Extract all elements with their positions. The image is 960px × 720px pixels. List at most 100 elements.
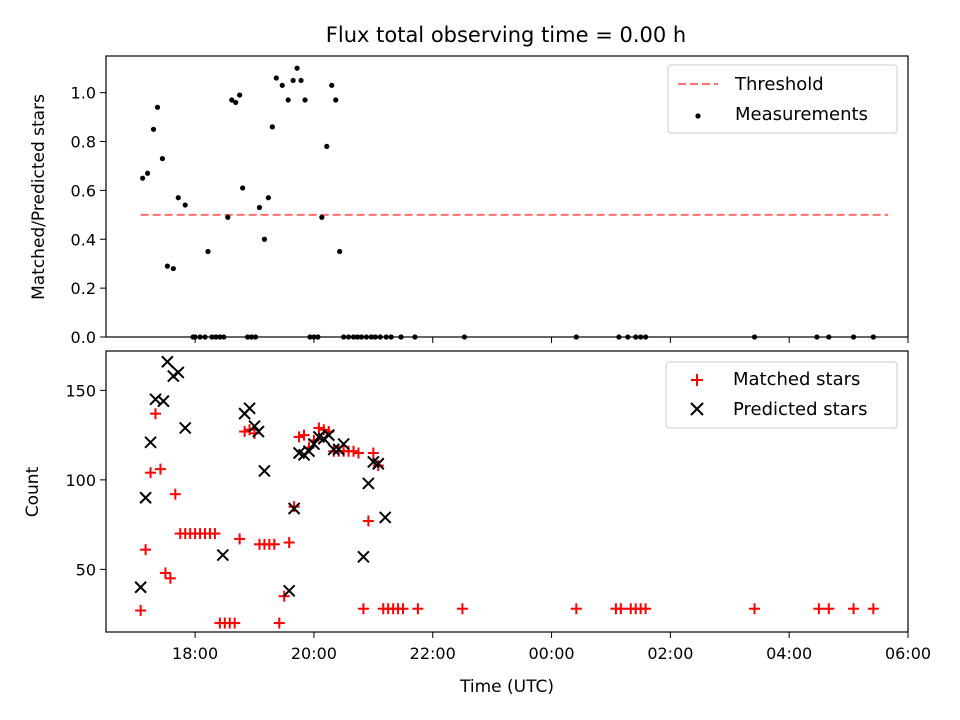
- matched-star-marker: [357, 603, 369, 615]
- predicted-legend-label: Predicted stars: [733, 399, 867, 420]
- matched-star-marker: [823, 603, 835, 615]
- matched-star-marker: [239, 426, 251, 438]
- measurement-point: [175, 195, 181, 201]
- measurement-point: [311, 334, 317, 340]
- x-tick-label: 04:00: [766, 644, 812, 663]
- measurement-point: [363, 334, 370, 340]
- measurement-point: [261, 236, 268, 242]
- matched-star-marker: [848, 603, 860, 615]
- measurement-point: [273, 75, 279, 81]
- top-y-tick-label: 0.8: [71, 133, 96, 152]
- measurement-point: [248, 334, 255, 340]
- measurement-point: [307, 334, 313, 340]
- matched-star-marker: [249, 427, 261, 439]
- measurement-point: [209, 334, 215, 340]
- matched-star-marker: [159, 567, 171, 579]
- top-y-tick-label: 0.2: [71, 279, 96, 298]
- measurement-point: [638, 334, 644, 340]
- matched-star-marker: [348, 445, 360, 457]
- measurement-point: [633, 334, 639, 340]
- top-y-tick-label: 1.0: [71, 84, 96, 103]
- measurement-point: [140, 175, 146, 181]
- measurement-point: [279, 82, 285, 88]
- measurements-legend-label: Measurements: [735, 104, 868, 125]
- measurement-point: [573, 334, 579, 340]
- measurement-point: [333, 97, 339, 103]
- x-tick-label: 18:00: [172, 644, 218, 663]
- top-y-axis-label: Matched/Predicted stars: [29, 94, 49, 300]
- predicted-star-marker: [302, 445, 316, 458]
- top-axes: 0.0 0.2 0.4 0.6 0.8 1.0 Matched/Predicted sta…: [29, 55, 909, 347]
- predicted-star-marker: [337, 437, 350, 451]
- measurement-point: [625, 334, 631, 340]
- measurement-point: [616, 334, 622, 340]
- matched-star-marker: [570, 603, 582, 615]
- measurement-point: [252, 334, 259, 340]
- matched-star-marker: [615, 603, 627, 615]
- bottom-plot-frame: [105, 350, 909, 633]
- bottom-y-tick-label: 150: [65, 381, 96, 400]
- matched-star-marker: [456, 603, 468, 615]
- measurement-point: [237, 92, 243, 98]
- matched-star-marker: [154, 463, 166, 475]
- measurement-point: [217, 334, 223, 340]
- bottom-x-ticks: 18:00 20:00 22:00 00:00 02:00 04:00 06:00: [172, 632, 931, 663]
- matched-star-marker: [164, 572, 176, 584]
- predicted-star-marker: [322, 428, 335, 442]
- predicted-star-marker: [372, 457, 385, 470]
- matched-star-marker: [813, 603, 825, 615]
- measurement-point: [285, 97, 291, 103]
- predicted-star-marker: [362, 477, 375, 490]
- bottom-y-ticks: 50 100 150: [65, 381, 106, 579]
- matched-legend-label: Matched stars: [733, 369, 860, 390]
- matched-star-marker: [412, 603, 424, 615]
- measurement-point: [298, 77, 304, 84]
- matched-star-marker: [169, 488, 181, 500]
- measurement-point: [159, 156, 166, 162]
- measurement-point: [412, 334, 418, 340]
- x-tick-label: 06:00: [885, 644, 931, 663]
- bottom-legend: Matched stars Predicted stars: [665, 361, 898, 429]
- measurement-point: [337, 248, 343, 255]
- measurement-point: [870, 334, 876, 340]
- measurement-point: [372, 334, 378, 340]
- measurement-point: [290, 77, 296, 84]
- measurement-point: [150, 126, 157, 132]
- measurement-point: [213, 334, 219, 340]
- measurement-point: [329, 82, 335, 88]
- matched-star-marker: [268, 538, 280, 550]
- measurement-point: [144, 170, 151, 176]
- threshold-legend-label: Threshold: [734, 74, 824, 95]
- predicted-legend-swatch: [690, 402, 704, 416]
- bottom-y-tick-label: 100: [65, 471, 96, 490]
- measurement-point: [269, 124, 275, 130]
- matched-star-marker: [367, 447, 379, 459]
- measurement-point: [197, 334, 203, 340]
- x-tick-label: 02:00: [647, 644, 693, 663]
- matched-star-marker: [234, 533, 246, 545]
- matched-star-marker: [352, 447, 364, 459]
- measurement-point: [202, 334, 208, 340]
- measurement-point: [850, 334, 857, 340]
- matched-star-marker: [749, 603, 761, 615]
- matched-star-marker: [313, 422, 325, 434]
- measurement-point: [244, 334, 251, 340]
- measurement-point: [221, 334, 227, 340]
- predicted-star-marker: [282, 584, 296, 598]
- measurements-legend-swatch: [695, 113, 701, 119]
- measurement-point: [383, 334, 389, 340]
- predicted-star-marker: [157, 394, 170, 408]
- matched-legend-swatch: [691, 374, 703, 386]
- matched-star-marker: [273, 617, 285, 629]
- predicted-star-marker: [258, 464, 271, 478]
- measurement-point: [233, 99, 239, 106]
- predicted-star-marker: [134, 581, 147, 594]
- measurement-point: [354, 334, 361, 340]
- top-y-tick-label: 0.6: [71, 181, 96, 200]
- measurement-point: [388, 334, 394, 340]
- top-y-tick-label: 0.0: [71, 328, 96, 347]
- x-tick-label: 00:00: [529, 644, 575, 663]
- top-y-tick-label: 0.4: [71, 230, 96, 249]
- matched-star-marker: [209, 528, 221, 540]
